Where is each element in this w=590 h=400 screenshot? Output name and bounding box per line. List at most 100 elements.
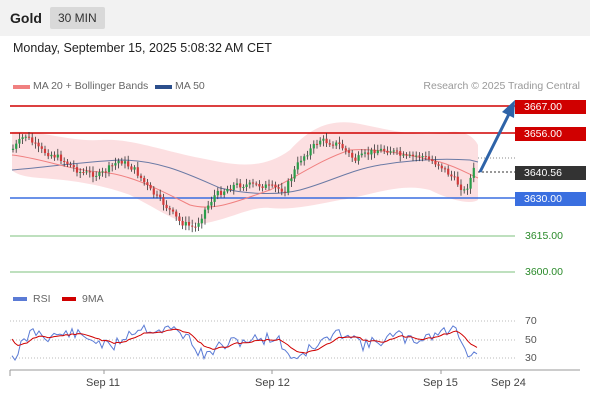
candle-body [245, 184, 248, 187]
candle-body [261, 186, 264, 188]
candle-body [395, 150, 399, 152]
candle-body [18, 138, 21, 144]
candle-body [98, 172, 101, 176]
candle-body [450, 174, 453, 177]
candle-body [322, 138, 325, 141]
candle-body [85, 171, 88, 173]
candle-body [213, 195, 216, 202]
candle-body [424, 156, 427, 158]
candle-body [296, 162, 299, 170]
candle-body [79, 172, 82, 174]
candle-body [72, 165, 75, 168]
candle-body [277, 187, 280, 189]
label-pivot: 3630.00 [515, 192, 586, 206]
label-current-price: 3640.56 [515, 166, 586, 180]
candle-body [53, 154, 56, 158]
candle-body [418, 155, 421, 157]
candle-body [43, 148, 47, 154]
candle-body [251, 182, 255, 184]
candle-body [360, 153, 363, 156]
x-label-sep11: Sep 11 [86, 377, 121, 389]
candle-body [226, 188, 229, 192]
candle-body [63, 161, 66, 163]
candle-body [283, 191, 287, 193]
candle-body [152, 188, 155, 195]
candle-body [11, 148, 15, 150]
candle-body [200, 218, 203, 224]
candle-body [459, 184, 463, 190]
candle-body [91, 172, 95, 177]
candle-body [207, 205, 210, 210]
candle-body [210, 201, 213, 206]
candle-body [104, 171, 107, 173]
candle-body [315, 143, 319, 145]
candle-body [242, 186, 245, 188]
candle-body [312, 143, 315, 149]
candle-body [181, 220, 184, 226]
candle-body [280, 188, 283, 192]
rsi-tick-50: 50 [525, 334, 537, 346]
candle-body [15, 143, 18, 149]
candle-body [290, 178, 293, 182]
x-label-sep15: Sep 15 [423, 377, 458, 389]
label-r1: 3656.00 [515, 127, 586, 141]
candle-body [229, 188, 232, 190]
candle-body [440, 165, 443, 169]
candle-body [146, 182, 149, 185]
candle-body [117, 160, 120, 164]
candle-body [328, 143, 331, 145]
candle-body [219, 190, 223, 195]
bollinger-band [12, 122, 478, 225]
candle-body [386, 150, 389, 153]
candle-body [130, 166, 133, 170]
candle-body [216, 190, 219, 196]
candle-body [357, 155, 360, 161]
candle-body [367, 152, 370, 155]
candle-body [469, 177, 472, 189]
label-s1: 3615.00 [525, 230, 563, 242]
candle-body [107, 165, 111, 173]
candle-body [274, 184, 277, 188]
candle-body [248, 182, 251, 185]
label-s2: 3600.00 [525, 266, 563, 278]
candle-body [191, 225, 194, 227]
candle-body [111, 165, 114, 167]
candle-body [402, 154, 405, 156]
candle-body [239, 183, 242, 188]
candle-body [139, 175, 143, 178]
candle-body [389, 151, 392, 153]
rsi-tick-30: 30 [525, 352, 537, 364]
rsi-legend-ma9: 9MA [82, 293, 104, 305]
candle-body [165, 204, 168, 209]
candle-body [344, 148, 347, 151]
interval-button[interactable]: 30 MIN [50, 7, 105, 29]
candle-body [405, 154, 408, 156]
candle-body [120, 160, 123, 164]
candle-body [437, 164, 440, 166]
candle-body [293, 169, 296, 179]
ma50-swatch [155, 85, 172, 89]
candle-body [88, 171, 91, 173]
rsi-tick-70: 70 [525, 315, 537, 327]
x-label-sep24: Sep 24 [491, 377, 526, 389]
asset-name: Gold [10, 10, 42, 26]
rsi-legend-swatch-rsi [13, 297, 27, 301]
candle-body [399, 151, 402, 156]
candle-body [331, 144, 335, 146]
candle-body [40, 146, 43, 149]
candle-body [392, 150, 395, 152]
candle-body [258, 183, 261, 187]
candle-body [376, 150, 379, 154]
candle-body [347, 150, 351, 153]
candle-body [415, 155, 418, 157]
candle-body [379, 148, 383, 151]
candle-body [133, 167, 136, 170]
candle-body [37, 142, 40, 147]
candle-body [159, 194, 162, 198]
candle-body [463, 189, 466, 191]
candle-body [197, 223, 200, 227]
candle-body [123, 161, 127, 164]
candle-body [255, 183, 258, 185]
candle-body [101, 171, 104, 173]
candle-body [267, 184, 271, 186]
